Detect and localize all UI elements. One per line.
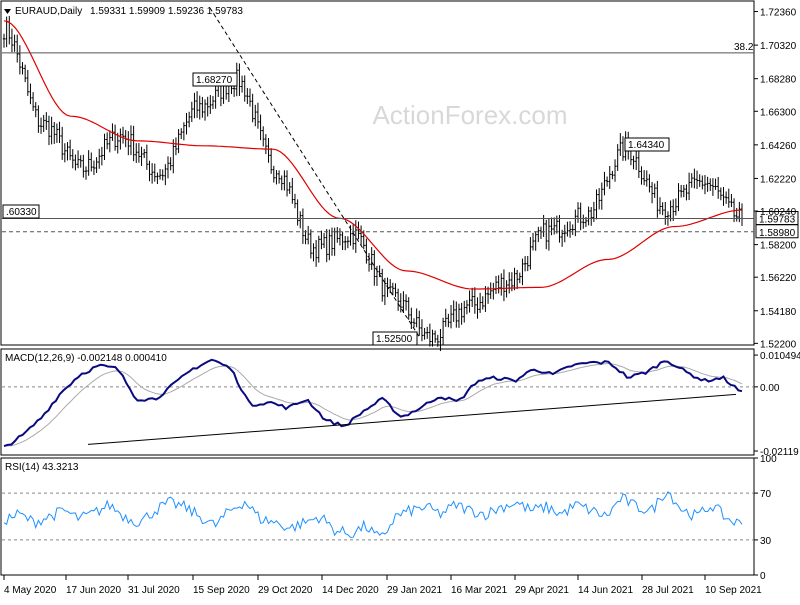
x-tick-label: 4 May 2020 <box>4 585 57 596</box>
price-y-tick-label: 1.70320 <box>760 41 797 52</box>
price-annotation-label: 1.64340 <box>628 140 665 151</box>
level-price-label: 1.59783 <box>759 215 796 226</box>
price-annotation-label: .60330 <box>6 207 37 218</box>
macd-signal-line <box>3 362 743 447</box>
rsi-y-tick-label: 70 <box>760 489 772 500</box>
price-annotation-label: 1.52500 <box>376 334 413 345</box>
price-layer: 38.2 1.59783 1.58980 1.68270 1.64340 1.52500.… <box>2 7 799 352</box>
price-y-tick-label: 1.72360 <box>760 8 797 19</box>
x-tick-label: 16 Mar 2021 <box>451 585 508 596</box>
symbol-title: EURAUD,Daily <box>15 6 82 17</box>
macd-y-tick-label: 0.00 <box>760 383 780 394</box>
level-price-box <box>755 224 799 239</box>
macd-y-tick-label: -0.02119 <box>760 447 799 458</box>
price-y-tick-label: 1.66300 <box>760 107 797 118</box>
axis-layer: 1.72360 1.70320 1.68280 1.66300 1.64260 1.622… <box>3 8 800 596</box>
x-tick-label: 29 Oct 2020 <box>258 585 313 596</box>
rsi-y-tick-label: 30 <box>760 536 772 547</box>
price-y-tick-label: 1.54180 <box>760 307 797 318</box>
price-y-tick-label: 1.52200 <box>760 339 797 350</box>
x-tick-label: 10 Sep 2021 <box>705 585 762 596</box>
rsi-title: RSI(14) 43.3213 <box>5 462 79 473</box>
x-tick-label: 14 Jun 2021 <box>578 585 633 596</box>
price-y-tick-label: 1.60240 <box>760 207 797 218</box>
price-annotation-box <box>624 137 670 152</box>
x-tick-label: 29 Apr 2021 <box>515 585 569 596</box>
chart-header: EURAUD,Daily 1.59331 1.59909 1.59236 1.5… <box>4 6 243 17</box>
price-annotation-box <box>2 204 40 219</box>
dashed-trendline <box>209 7 421 339</box>
x-tick-label: 29 Jan 2021 <box>387 585 442 596</box>
x-tick-label: 28 Jul 2021 <box>642 585 694 596</box>
price-annotation-box <box>192 72 238 87</box>
price-y-tick-label: 1.62220 <box>760 174 797 185</box>
level-price-label: 1.58980 <box>759 228 796 239</box>
x-tick-label: 15 Sep 2020 <box>193 585 250 596</box>
price-y-tick-label: 1.68280 <box>760 75 797 86</box>
macd-y-tick-label: 0.010494 <box>760 351 800 362</box>
price-y-tick-label: 1.64260 <box>760 141 797 152</box>
watermark-text: ActionForex.com <box>372 100 567 130</box>
macd-title: MACD(12,26,9) -0.002148 0.000410 <box>5 353 167 364</box>
rsi-y-tick-label: 0 <box>760 571 766 582</box>
price-y-tick-label: 1.58200 <box>760 241 797 252</box>
fib-level-label: 38.2 <box>734 42 754 53</box>
x-tick-label: 14 Dec 2020 <box>322 585 379 596</box>
moving-average-line <box>3 20 743 290</box>
ohlc-readout: 1.59331 1.59909 1.59236 1.59783 <box>90 6 243 17</box>
rsi-layer: RSI(14) 43.3213 <box>2 462 754 541</box>
rsi-pane <box>0 457 755 576</box>
price-annotation-box <box>372 331 418 346</box>
dropdown-arrow-icon[interactable] <box>4 9 11 14</box>
macd-pane <box>0 348 755 456</box>
macd-trendline <box>87 393 737 445</box>
rsi-line <box>3 491 743 538</box>
macd-layer: MACD(12,26,9) -0.002148 0.000410 <box>2 353 754 448</box>
x-tick-label: 31 Jul 2020 <box>128 585 180 596</box>
rsi-y-tick-label: 100 <box>760 454 777 465</box>
price-y-tick-label: 1.56220 <box>760 273 797 284</box>
macd-line <box>3 358 743 448</box>
price-annotation-label: 1.68270 <box>196 75 233 86</box>
x-tick-label: 17 Jun 2020 <box>66 585 121 596</box>
